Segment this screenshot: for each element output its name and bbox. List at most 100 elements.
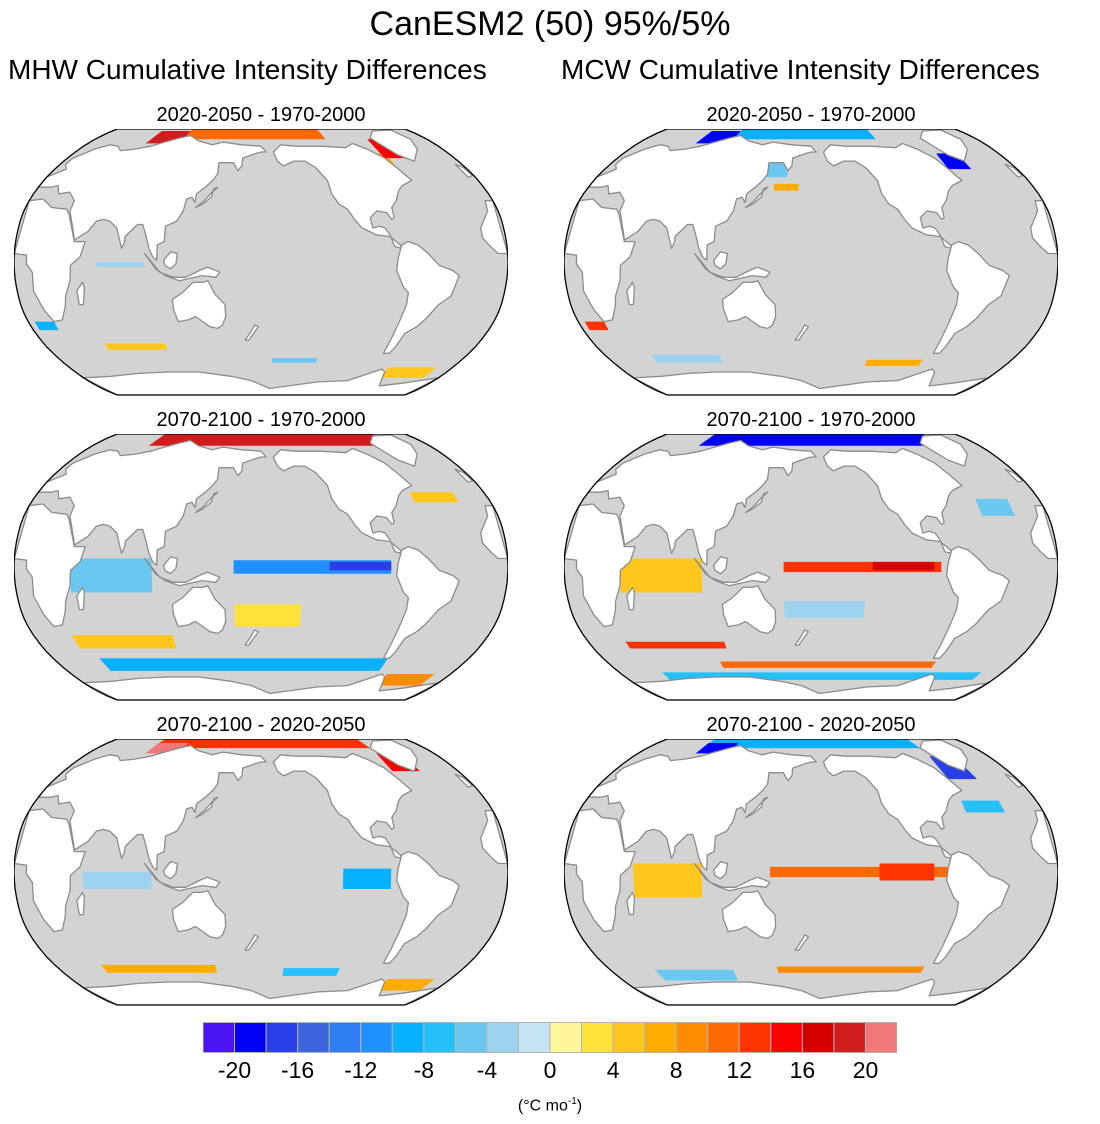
landmass-australia — [721, 280, 777, 330]
colorbar — [203, 1022, 897, 1053]
colorbar-tick-label: -20 — [217, 1057, 252, 1083]
landmass-north-america — [272, 447, 413, 555]
landmass-eurasia — [587, 134, 817, 261]
landmass-borneo — [712, 251, 729, 270]
anomaly-patch — [650, 354, 724, 363]
anomaly-patch — [100, 964, 218, 973]
colorbar-units: (°C mo-1) — [0, 1092, 1100, 1116]
map-panel-mcw-2 — [564, 434, 1058, 702]
colorbar-tick-label: 12 — [726, 1057, 753, 1083]
landmass-africa — [14, 503, 86, 628]
landmass-eurasia — [37, 744, 267, 871]
anomaly-patch — [864, 359, 923, 366]
landmass-eurasia — [587, 439, 817, 566]
landmass-japan — [744, 491, 769, 514]
landmass-uk — [1004, 773, 1024, 788]
landmass-greenland — [369, 129, 418, 162]
map-frame — [14, 739, 508, 1006]
landmass-africa — [14, 198, 86, 323]
colorbar-tick-label: -16 — [280, 1057, 315, 1083]
landmass-borneo — [162, 861, 179, 880]
anomaly-patch — [69, 558, 153, 593]
anomaly-patch — [376, 674, 435, 686]
colorbar-tick-label: 8 — [669, 1057, 683, 1083]
landmass-new-zealand — [244, 629, 260, 646]
colorbar-box — [517, 1022, 551, 1053]
map-frame — [564, 129, 1058, 396]
anomaly-patch — [698, 434, 943, 446]
panel-title: 2020-2050 - 1970-2000 — [706, 104, 916, 126]
anomaly-patch — [182, 129, 326, 140]
colorbar-tick-label: 16 — [789, 1057, 816, 1083]
colorbar-tick-label: -12 — [344, 1057, 378, 1083]
anomaly-patch — [701, 739, 921, 749]
map-svg — [564, 739, 1058, 1006]
anomaly-patch — [282, 968, 340, 976]
landmass-indonesia — [143, 862, 221, 892]
colorbar-tick-label: 20 — [852, 1057, 879, 1083]
anomaly-patch — [879, 863, 935, 881]
anomaly-patch — [584, 321, 609, 331]
colorbar-tick-label: -4 — [476, 1057, 498, 1083]
map-frame — [564, 434, 1058, 701]
anomaly-patch — [936, 153, 972, 170]
colorbar-box — [675, 1022, 709, 1053]
panel-title: 2020-2050 - 1970-2000 — [156, 104, 366, 126]
anomaly-patch — [148, 434, 393, 446]
colorbar-tick-label: 0 — [543, 1057, 557, 1083]
colorbar-box — [360, 1022, 393, 1053]
map-panel-mhw-2 — [14, 434, 508, 702]
landmass-uk — [454, 468, 474, 483]
colorbar-box — [234, 1022, 267, 1053]
map-frame — [14, 434, 508, 701]
anomaly-patch — [763, 161, 790, 178]
landmass-madagascar — [76, 281, 86, 306]
column-title-mcw: MCW Cumulative Intensity Differences — [561, 54, 1040, 85]
colorbar-box — [203, 1022, 236, 1053]
map-svg — [564, 434, 1058, 701]
anomaly-patch — [654, 969, 738, 981]
landmass-west-africa — [1030, 505, 1058, 560]
landmass-africa — [564, 503, 636, 628]
landmass-australia — [171, 585, 227, 635]
anomaly-patch — [625, 641, 727, 649]
landmass-west-africa — [480, 505, 508, 560]
panel-title: 2070-2100 - 2020-2050 — [156, 714, 366, 736]
colorbar-box — [738, 1022, 772, 1053]
landmass-indonesia — [143, 252, 221, 282]
anomaly-patch — [234, 604, 302, 627]
colorbar-box — [707, 1022, 740, 1053]
landmass-west-africa — [1030, 200, 1058, 255]
figure-title: CanESM2 (50) 95%/5% — [369, 5, 731, 43]
panel-title: 2070-2100 - 2020-2050 — [706, 714, 916, 736]
colorbar-box — [864, 1022, 897, 1053]
colorbar-tick-label: -8 — [413, 1057, 435, 1083]
colorbar-box — [581, 1022, 614, 1053]
landmass-borneo — [162, 251, 179, 270]
landmass-uk — [1004, 163, 1024, 178]
landmass-new-zealand — [794, 934, 810, 951]
anomaly-patch — [872, 561, 935, 571]
landmass-indonesia — [693, 557, 771, 587]
anomaly-patch — [329, 561, 392, 571]
landmass-madagascar — [626, 891, 636, 916]
colorbar-box — [328, 1022, 362, 1053]
panel-title: 2070-2100 - 1970-2000 — [706, 409, 916, 431]
map-panel-mhw-1 — [14, 129, 508, 397]
landmass-borneo — [712, 861, 729, 880]
landmass-north-america — [822, 142, 963, 250]
landmass-greenland — [919, 129, 968, 162]
anomaly-patch — [632, 863, 703, 898]
landmass-greenland — [369, 434, 418, 467]
landmass-africa — [564, 808, 636, 933]
landmass-borneo — [162, 556, 179, 575]
colorbar-box — [612, 1022, 646, 1053]
landmass-greenland — [369, 739, 418, 772]
colorbar-box — [833, 1022, 866, 1053]
landmass-north-america — [822, 447, 963, 555]
landmass-south-america — [932, 850, 1010, 964]
landmass-indonesia — [143, 557, 221, 587]
landmass-madagascar — [76, 586, 86, 611]
landmass-south-america — [382, 545, 460, 659]
anomaly-patch — [409, 492, 459, 503]
